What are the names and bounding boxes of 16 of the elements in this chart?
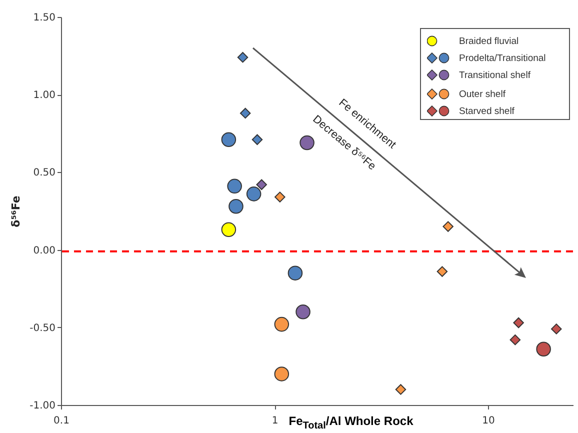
legend-label: Starved shelf xyxy=(459,106,514,116)
y-tick-label: 0.50 xyxy=(33,168,56,179)
x-axis-title: Fe$_{Total}$/Al Whole Rock xyxy=(288,414,414,432)
y-tick-label: 0.00 xyxy=(33,245,56,256)
x-tick-label: 10 xyxy=(482,416,495,426)
y-tick-label: 1.50 xyxy=(33,12,56,24)
y-tick-label: -1.00 xyxy=(30,400,56,412)
x-tick-label: 1 xyxy=(272,416,278,426)
x-tick-label: 0.1 xyxy=(54,416,70,426)
legend-label: Transitional shelf xyxy=(459,70,530,80)
y-tick-label: 1.00 xyxy=(33,90,56,102)
legend-label: Braided fluvial xyxy=(459,36,519,46)
y-axis-title: δ⁵⁶Fe xyxy=(10,196,23,228)
y-tick-label: -0.50 xyxy=(30,322,56,334)
legend-label: Outer shelf xyxy=(459,88,506,100)
legend-label: Prodelta/Transitional xyxy=(459,52,546,64)
